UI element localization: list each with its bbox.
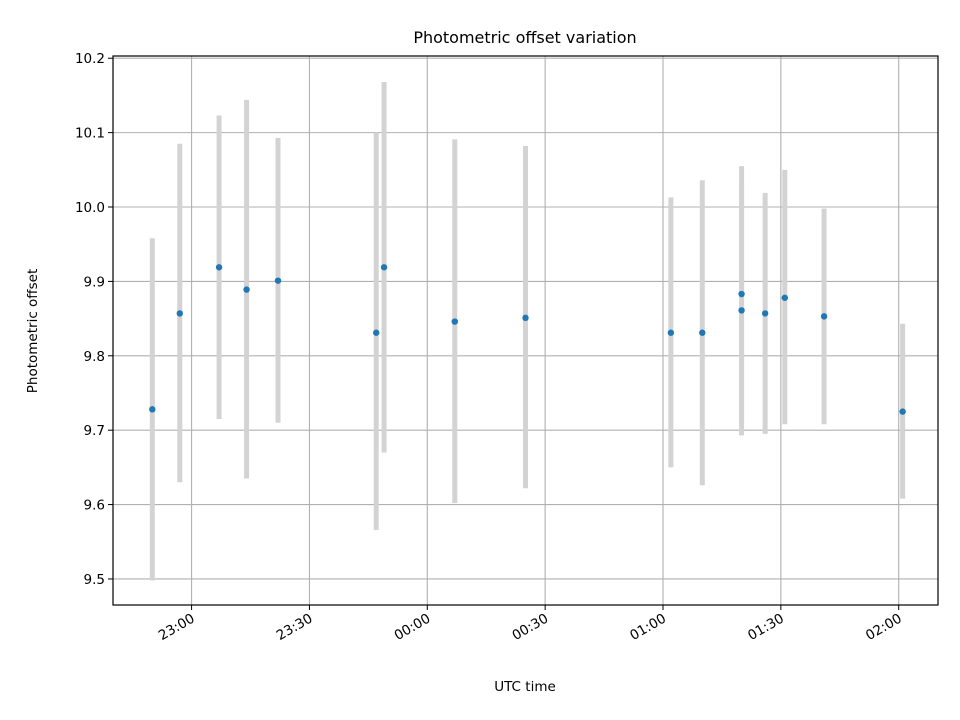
y-tick-label: 9.8 <box>84 349 105 365</box>
data-point <box>738 290 745 298</box>
data-point <box>149 406 156 413</box>
data-point <box>761 310 769 317</box>
data-points <box>149 264 906 415</box>
x-tick-label: 23:30 <box>274 611 316 644</box>
data-point <box>451 318 458 325</box>
data-point <box>215 264 223 271</box>
data-point <box>522 314 529 322</box>
x-tick-label: 02:00 <box>863 611 905 644</box>
error-bars <box>149 82 906 581</box>
y-tick-label: 9.9 <box>84 274 105 290</box>
x-tick-label: 00:30 <box>509 611 551 644</box>
x-tick-label: 00:00 <box>392 611 434 644</box>
plot-frame <box>112 55 939 606</box>
y-tick-label: 9.5 <box>84 572 105 588</box>
y-axis-label: Photometric offset <box>25 269 41 393</box>
data-point <box>274 277 282 284</box>
data-point <box>373 329 380 336</box>
x-tick-label: 23:00 <box>156 611 198 644</box>
data-point <box>820 313 828 320</box>
y-tick-label: 10.1 <box>75 126 105 142</box>
x-axis-label: UTC time <box>494 679 556 695</box>
data-point <box>243 286 250 293</box>
x-tick-label: 01:00 <box>627 611 669 644</box>
data-point <box>667 329 675 336</box>
data-point <box>176 310 183 317</box>
y-tick-label: 10.0 <box>75 200 105 216</box>
y-tick-label: 9.6 <box>84 498 105 514</box>
axis-ticks: 23:00 23:30 00:00 00:30 01:00 01:30 02:00 9.5 9.… <box>75 51 905 644</box>
data-point <box>781 294 788 301</box>
x-tick-label: 01:30 <box>745 611 787 644</box>
data-point <box>899 408 906 415</box>
data-point <box>738 307 745 314</box>
chart-title: Photometric offset variation <box>413 28 636 47</box>
y-tick-label: 9.7 <box>84 423 105 439</box>
data-point <box>699 329 706 336</box>
y-tick-label: 10.2 <box>75 51 105 67</box>
data-point <box>380 264 388 271</box>
